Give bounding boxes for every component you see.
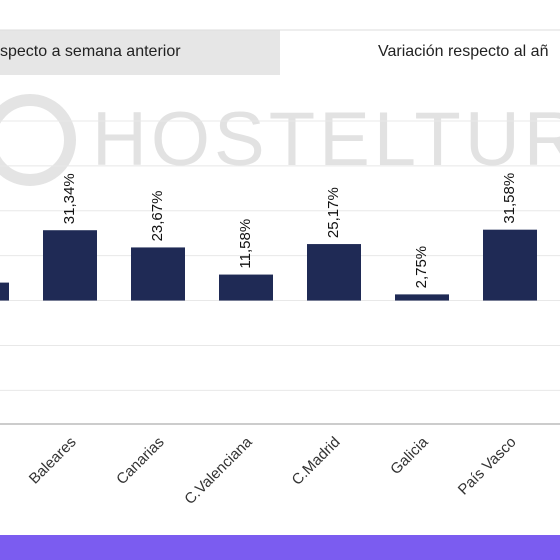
tab-label[interactable]: Variación respecto al añ xyxy=(378,43,548,60)
value-label: 31,58% xyxy=(501,173,518,224)
tab-active[interactable] xyxy=(280,30,560,75)
watermark-logo xyxy=(0,94,76,186)
footer-bar xyxy=(0,535,560,560)
tab-inactive[interactable] xyxy=(0,30,280,75)
bar xyxy=(43,230,97,301)
tab-label[interactable]: specto a semana anterior xyxy=(0,43,181,60)
bar xyxy=(219,274,273,301)
bar xyxy=(0,282,9,301)
watermark: HOSTELTUR xyxy=(92,97,560,182)
bar xyxy=(131,247,185,301)
value-label: 2,75% xyxy=(413,246,430,289)
bar xyxy=(307,244,361,301)
bar xyxy=(395,294,449,301)
bar xyxy=(483,229,537,301)
value-label: 11,58% xyxy=(237,219,254,269)
value-label: 25,17% xyxy=(325,187,342,238)
value-label: 23,67% xyxy=(149,191,166,242)
value-label: 31,34% xyxy=(61,173,78,224)
